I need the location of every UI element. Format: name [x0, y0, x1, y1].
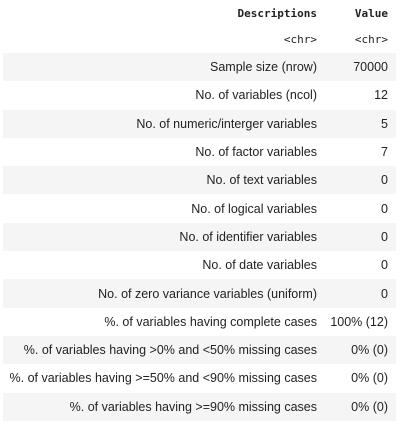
description-cell: No. of variables (ncol) [195, 88, 317, 103]
table-row: Sample size (nrow) 70000 [3, 53, 396, 82]
value-cell: 5 [381, 116, 388, 131]
description-cell: No. of text variables [206, 173, 317, 188]
table-row: No. of identifier variables 0 [3, 222, 396, 252]
table-row: No. of variables (ncol) 12 [3, 81, 396, 109]
table-head: Descriptions Value <chr> <chr> [3, 0, 396, 53]
table-row: No. of date variables 0 [3, 251, 396, 279]
description-cell: No. of logical variables [191, 201, 317, 216]
value-cell: 0 [381, 201, 388, 216]
value-cell: 0% (0) [351, 371, 388, 386]
value-cell: 7 [381, 145, 388, 160]
table-row: No. of numeric/interger variables 5 [3, 109, 396, 138]
description-cell: No. of zero variance variables (uniform) [98, 286, 317, 301]
table-row: %. of variables having >=50% and <90% mi… [3, 364, 396, 392]
value-cell: 0 [381, 173, 388, 188]
description-cell: %. of variables having >=50% and <90% mi… [9, 371, 317, 386]
description-cell: No. of identifier variables [179, 229, 317, 244]
value-cell: 0% (0) [351, 399, 388, 414]
description-cell: No. of date variables [202, 258, 317, 273]
table-row: No. of logical variables 0 [3, 194, 396, 222]
value-cell: 0 [381, 286, 388, 301]
value-cell: 12 [374, 88, 388, 103]
table-row: No. of factor variables 7 [3, 138, 396, 166]
value-cell: 0 [381, 258, 388, 273]
value-cell: 0 [381, 229, 388, 244]
description-cell: No. of numeric/interger variables [136, 116, 317, 131]
column-header: Descriptions [237, 6, 317, 20]
value-cell: 0% (0) [351, 343, 388, 358]
value-cell: 100% (12) [330, 314, 388, 329]
table-row: No. of text variables 0 [3, 166, 396, 195]
value-cell: 70000 [353, 60, 388, 75]
description-cell: %. of variables having complete cases [104, 314, 317, 329]
column-type: <chr> [354, 33, 388, 46]
table-row: %. of variables having complete cases 100… [3, 308, 396, 336]
description-cell: %. of variables having >=90% missing cas… [69, 399, 317, 414]
type-row: <chr> <chr> [3, 26, 396, 53]
header-row: Descriptions Value [3, 0, 396, 26]
column-type: <chr> [283, 33, 317, 46]
column-header: Value [354, 6, 388, 20]
description-cell: Sample size (nrow) [210, 60, 317, 75]
table-row: %. of variables having >=90% missing cas… [3, 392, 396, 421]
table-row: No. of zero variance variables (uniform)… [3, 279, 396, 308]
data-table: Descriptions Value <chr> <chr> Sample si… [3, 0, 396, 421]
description-cell: %. of variables having >0% and <50% miss… [23, 343, 317, 358]
table-body: Sample size (nrow) 70000 No. of variables … [3, 53, 396, 421]
table-row: %. of variables having >0% and <50% miss… [3, 335, 396, 365]
description-cell: No. of factor variables [195, 145, 317, 160]
